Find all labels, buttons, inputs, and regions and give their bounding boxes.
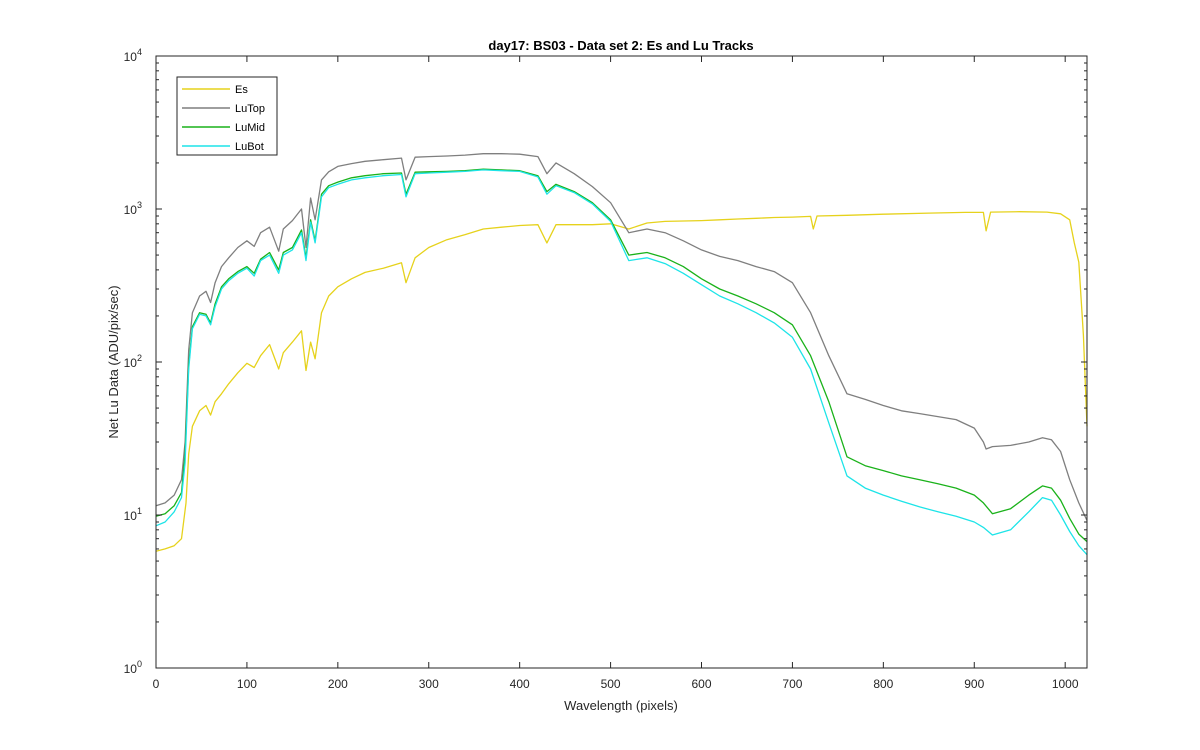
y-tick-label: 101: [124, 506, 142, 523]
series-line-lumid: [155, 168, 1088, 543]
x-tick-label: 1000: [1052, 677, 1079, 691]
x-tick-label: 900: [964, 677, 984, 691]
x-tick-label: 100: [237, 677, 257, 691]
chart-title: day17: BS03 - Data set 2: Es and Lu Trac…: [488, 38, 753, 53]
y-tick-label: 100: [124, 659, 142, 676]
y-tick-label: 104: [124, 47, 142, 64]
plot-area: [156, 56, 1087, 668]
y-tick-label: 102: [124, 353, 142, 370]
legend-box: [176, 76, 278, 156]
legend-label-lumid: LuMid: [235, 122, 265, 134]
x-tick-label: 600: [691, 677, 711, 691]
x-axis-ticks: 0 100 200 300 400 500 600 700 800 900 1000: [153, 56, 1079, 691]
legend-label-lubot: LuBot: [235, 141, 264, 153]
series-line-lubot: [155, 169, 1088, 556]
x-tick-label: 500: [601, 677, 621, 691]
x-tick-label: 400: [510, 677, 530, 691]
x-tick-label: 0: [153, 677, 160, 691]
x-axis-label: Wavelength (pixels): [564, 698, 678, 713]
series-line-es: [155, 211, 1088, 552]
series-line-lutop: [155, 153, 1088, 521]
x-tick-label: 700: [782, 677, 802, 691]
x-tick-label: 800: [873, 677, 893, 691]
y-axis-label: Net Lu Data (ADU/pix/sec): [106, 285, 121, 438]
x-tick-label: 200: [328, 677, 348, 691]
legend-label-lutop: LuTop: [235, 103, 265, 115]
series-layer: [155, 153, 1088, 556]
y-axis-ticks: 100 101 102 103 104: [124, 47, 1087, 676]
x-tick-label: 300: [419, 677, 439, 691]
legend-label-es: Es: [235, 84, 248, 96]
y-tick-label: 103: [124, 200, 142, 217]
legend: Es LuTop LuMid LuBot: [176, 76, 278, 156]
legend-entries: Es LuTop LuMid LuBot: [182, 84, 265, 153]
